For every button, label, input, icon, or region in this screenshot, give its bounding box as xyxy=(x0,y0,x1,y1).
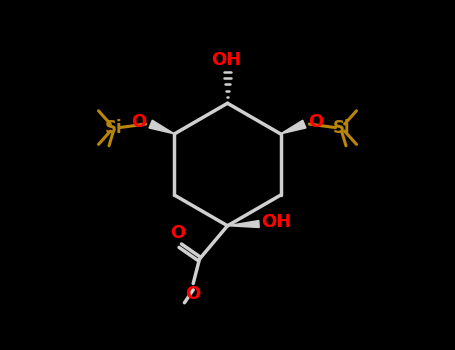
Polygon shape xyxy=(149,120,174,134)
Text: O: O xyxy=(308,113,324,131)
Polygon shape xyxy=(281,120,306,134)
Text: O: O xyxy=(131,113,147,131)
Text: OH: OH xyxy=(211,51,241,69)
Text: Si: Si xyxy=(333,119,351,136)
Text: O: O xyxy=(170,224,185,242)
Polygon shape xyxy=(228,220,259,228)
Text: O: O xyxy=(185,285,200,303)
Text: Si: Si xyxy=(104,119,122,136)
Text: OH: OH xyxy=(261,212,291,231)
